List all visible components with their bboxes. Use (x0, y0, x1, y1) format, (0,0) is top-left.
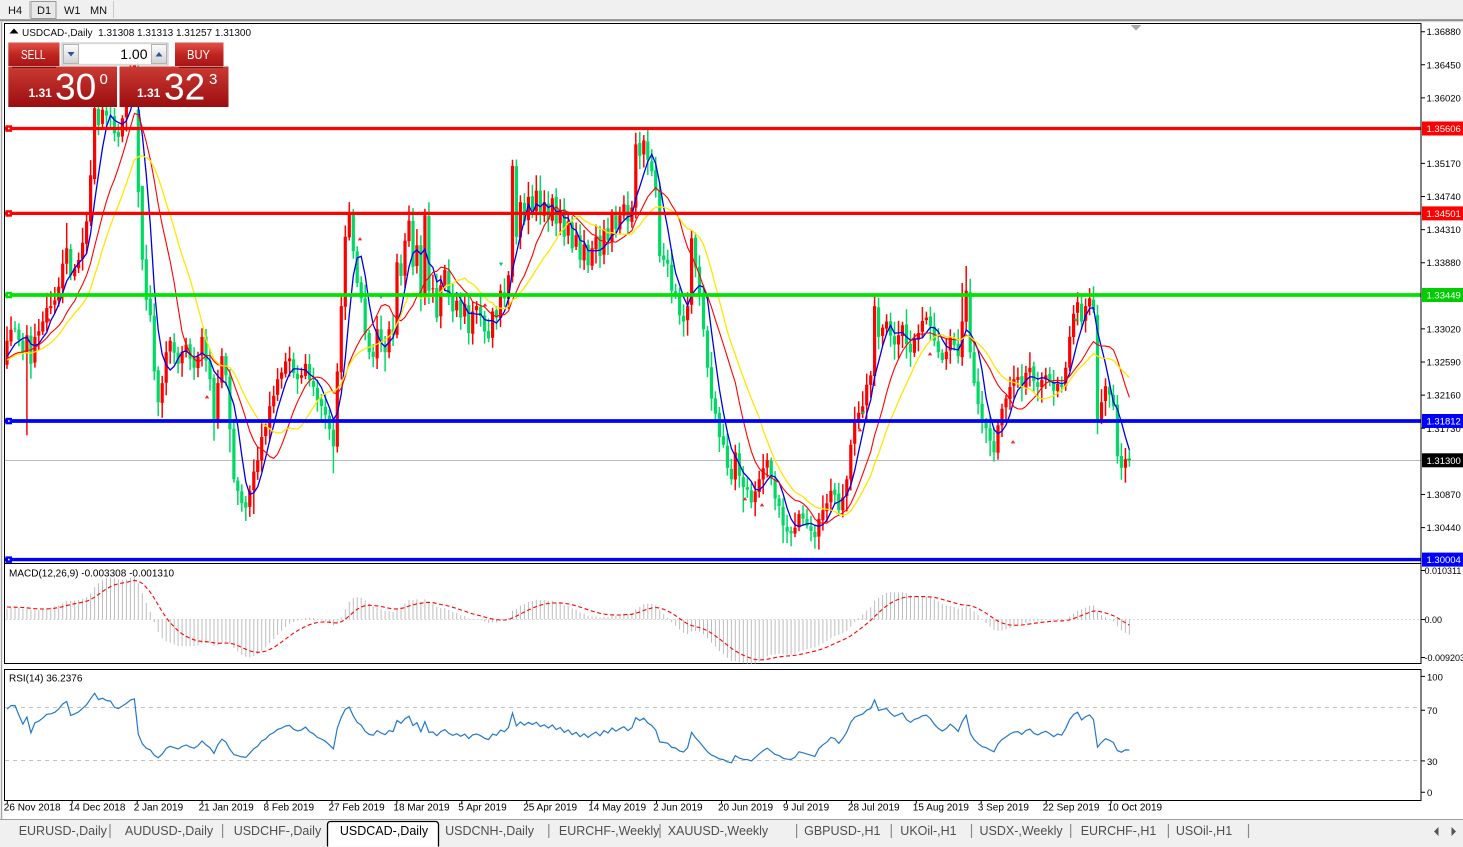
svg-text:21 Jan 2019: 21 Jan 2019 (199, 803, 254, 814)
svg-text:EURCHF-,H1: EURCHF-,H1 (1081, 824, 1157, 838)
svg-text:1.34310: 1.34310 (1427, 225, 1461, 236)
svg-text:1.35170: 1.35170 (1427, 159, 1461, 170)
svg-text:1.30870: 1.30870 (1427, 490, 1461, 501)
svg-text:BUY: BUY (187, 47, 210, 62)
svg-text:1.33449: 1.33449 (1427, 291, 1461, 302)
svg-text:1.31730: 1.31730 (1427, 424, 1461, 435)
svg-text:1.35606: 1.35606 (1427, 124, 1461, 135)
svg-text:-0.009203: -0.009203 (1425, 653, 1463, 663)
svg-text:0: 0 (1427, 788, 1432, 799)
svg-text:1.31300: 1.31300 (1427, 456, 1461, 467)
svg-text:UKOil-,H1: UKOil-,H1 (900, 824, 956, 838)
svg-text:1.33880: 1.33880 (1427, 258, 1461, 269)
svg-text:GBPUSD-,H1: GBPUSD-,H1 (804, 824, 880, 838)
svg-text:5 Apr 2019: 5 Apr 2019 (458, 803, 507, 814)
svg-text:3: 3 (209, 71, 217, 88)
svg-text:1.34740: 1.34740 (1427, 192, 1461, 203)
svg-text:1.32590: 1.32590 (1427, 358, 1461, 369)
svg-text:14 May 2019: 14 May 2019 (588, 803, 646, 814)
svg-text:XAUUSD-,Weekly: XAUUSD-,Weekly (668, 824, 769, 838)
svg-text:MACD(12,26,9) -0.003308 -0.001: MACD(12,26,9) -0.003308 -0.001310 (9, 569, 175, 580)
svg-text:USDCAD-,Daily: USDCAD-,Daily (340, 824, 429, 838)
svg-text:1.36880: 1.36880 (1427, 27, 1461, 38)
svg-text:30: 30 (55, 67, 96, 108)
svg-text:27 Feb 2019: 27 Feb 2019 (329, 803, 386, 814)
svg-text:1.36450: 1.36450 (1427, 60, 1461, 71)
svg-text:H4: H4 (8, 5, 22, 17)
svg-text:3 Sep 2019: 3 Sep 2019 (978, 803, 1030, 814)
svg-text:10 Oct 2019: 10 Oct 2019 (1108, 803, 1163, 814)
svg-text:USOil-,H1: USOil-,H1 (1176, 824, 1232, 838)
svg-text:1.32160: 1.32160 (1427, 391, 1461, 402)
svg-text:0: 0 (100, 71, 108, 88)
svg-text:9 Jul 2019: 9 Jul 2019 (783, 803, 830, 814)
svg-text:32: 32 (164, 67, 205, 108)
svg-text:0.00: 0.00 (1425, 615, 1443, 625)
svg-text:1.30004: 1.30004 (1427, 555, 1461, 566)
svg-text:W1: W1 (64, 5, 81, 17)
svg-text:20 Jun 2019: 20 Jun 2019 (718, 803, 773, 814)
svg-text:1.33020: 1.33020 (1427, 324, 1461, 335)
svg-text:1.31812: 1.31812 (1427, 417, 1461, 428)
svg-text:22 Sep 2019: 22 Sep 2019 (1043, 803, 1100, 814)
svg-text:1.31: 1.31 (137, 86, 161, 100)
svg-text:1.00: 1.00 (120, 46, 147, 62)
svg-text:2 Jan 2019: 2 Jan 2019 (134, 803, 184, 814)
svg-text:1.30440: 1.30440 (1427, 523, 1461, 534)
svg-text:SELL: SELL (21, 47, 46, 62)
svg-text:USDCAD-,Daily 1.31308 1.31313: USDCAD-,Daily 1.31308 1.31313 1.31257 1.… (22, 28, 251, 39)
svg-text:MN: MN (90, 5, 107, 17)
svg-text:USDCHF-,Daily: USDCHF-,Daily (234, 824, 322, 838)
svg-text:1.31: 1.31 (29, 86, 53, 100)
svg-text:25 Apr 2019: 25 Apr 2019 (523, 803, 577, 814)
svg-text:26 Nov 2018: 26 Nov 2018 (4, 803, 61, 814)
svg-text:USDCNH-,Daily: USDCNH-,Daily (445, 824, 535, 838)
svg-text:28 Jul 2019: 28 Jul 2019 (848, 803, 900, 814)
svg-text:18 Mar 2019: 18 Mar 2019 (393, 803, 450, 814)
svg-text:30: 30 (1427, 757, 1438, 768)
svg-text:14 Dec 2018: 14 Dec 2018 (69, 803, 126, 814)
svg-text:EURUSD-,Daily: EURUSD-,Daily (19, 824, 108, 838)
svg-text:70: 70 (1427, 706, 1438, 717)
svg-text:1.36020: 1.36020 (1427, 93, 1461, 104)
svg-text:15 Aug 2019: 15 Aug 2019 (913, 803, 970, 814)
svg-text:AUDUSD-,Daily: AUDUSD-,Daily (125, 824, 214, 838)
svg-text:8 Feb 2019: 8 Feb 2019 (264, 803, 315, 814)
svg-text:USDX-,Weekly: USDX-,Weekly (980, 824, 1064, 838)
svg-text:D1: D1 (37, 5, 51, 17)
svg-text:EURCHF-,Weekly: EURCHF-,Weekly (559, 824, 660, 838)
svg-text:RSI(14) 36.2376: RSI(14) 36.2376 (9, 674, 83, 685)
svg-text:2 Jun 2019: 2 Jun 2019 (653, 803, 703, 814)
svg-text:100: 100 (1427, 672, 1443, 683)
svg-text:1.34501: 1.34501 (1427, 209, 1461, 220)
svg-text:0.010311: 0.010311 (1425, 566, 1462, 576)
